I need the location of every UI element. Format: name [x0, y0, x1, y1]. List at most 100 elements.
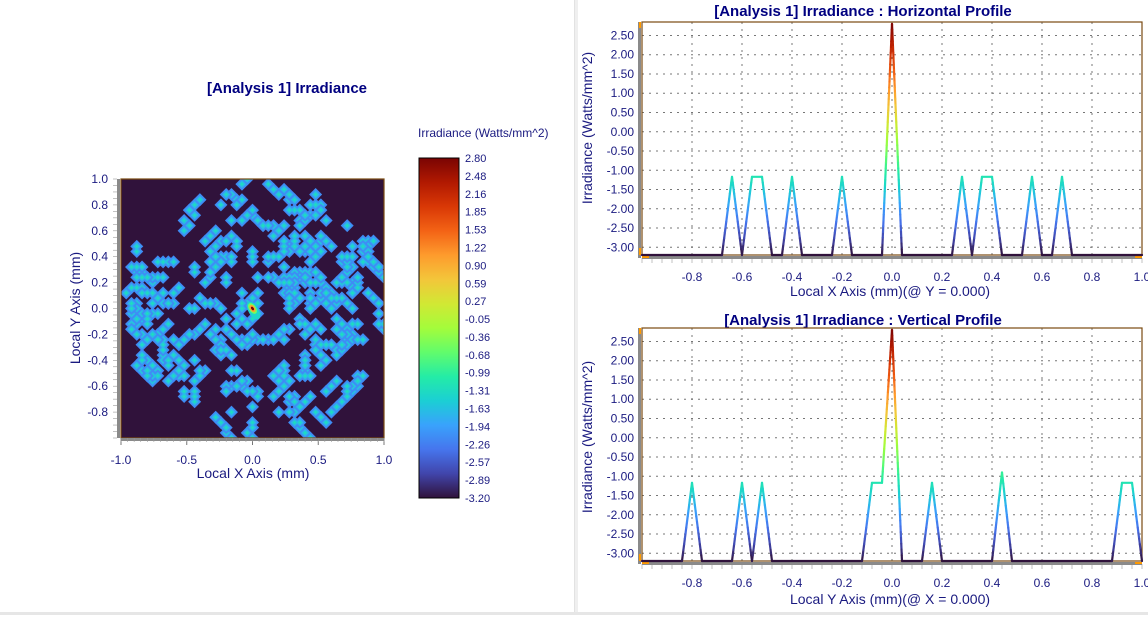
- map-x-axis-label: Local X Axis (mm): [197, 465, 310, 481]
- vertical-profile-y-tick-label: 0.00: [611, 431, 635, 445]
- colorbar: [419, 158, 459, 498]
- colorbar-tick-label: -0.99: [465, 368, 490, 380]
- colorbar-tick-label: -1.63: [465, 404, 490, 416]
- colorbar-tick-label: 0.27: [465, 296, 486, 308]
- horizontal-profile-y-tick-label: 0.00: [611, 125, 635, 139]
- map-y-tick-label: -0.4: [87, 353, 108, 367]
- vertical-profile-x-tick-label: -0.4: [782, 576, 803, 590]
- horizontal-profile-x-label: Local X Axis (mm)(@ Y = 0.000): [790, 283, 990, 299]
- vertical-profile-x-tick-label: -0.2: [832, 576, 853, 590]
- vertical-profile-y-tick-label: -2.50: [607, 527, 635, 541]
- map-y-tick-label: 0.2: [91, 276, 108, 290]
- vertical-profile-y-tick-label: 1.50: [611, 373, 635, 387]
- vertical-profile-y-tick-label: 2.00: [611, 354, 635, 368]
- vertical-profile-y-tick-label: 0.50: [611, 412, 635, 426]
- colorbar-tick-label: -0.36: [465, 332, 490, 344]
- vertical-profile-plot: 2.502.001.501.000.500.00-0.50-1.00-1.50-…: [607, 328, 1148, 590]
- horizontal-profile-y-tick-label: 2.50: [611, 28, 635, 42]
- horizontal-profile-y-tick-label: 2.00: [611, 48, 635, 62]
- vertical-profile-x-tick-label: 0.6: [1034, 576, 1051, 590]
- colorbar-tick-label: 0.90: [465, 260, 486, 272]
- horizontal-profile-y-tick-label: -2.00: [607, 202, 635, 216]
- colorbar-tick-label: 1.53: [465, 225, 486, 237]
- profile-panel: [Analysis 1] Irradiance : Horizontal Pro…: [578, 0, 1148, 613]
- vertical-profile-y-label: Irradiance (Watts/mm^2): [579, 361, 595, 513]
- vertical-profile-x-tick-label: -0.6: [732, 576, 753, 590]
- map-title: [Analysis 1] Irradiance: [207, 80, 367, 97]
- colorbar-tick-label: -1.94: [465, 421, 490, 433]
- colorbar-tick-label: 0.59: [465, 278, 486, 290]
- vertical-profile-y-tick-label: -1.50: [607, 489, 635, 503]
- horizontal-profile-x-tick-label: 0.6: [1034, 270, 1051, 284]
- vertical-profile-x-tick-label: 0.8: [1084, 576, 1101, 590]
- horizontal-profile-y-tick-label: -0.50: [607, 144, 635, 158]
- horizontal-profile-axis-marker: [639, 248, 641, 255]
- map-y-tick-label: -0.8: [87, 405, 108, 419]
- horizontal-profile-y-label: Irradiance (Watts/mm^2): [579, 52, 595, 204]
- horizontal-profile-x-axis-bar: [642, 256, 1142, 259]
- vertical-profile-x-label: Local Y Axis (mm)(@ X = 0.000): [790, 591, 990, 607]
- vertical-profile-x-tick-label: 0.0: [884, 576, 901, 590]
- colorbar-tick-label: 1.85: [465, 207, 486, 219]
- map-x-tick-label: -1.0: [111, 453, 132, 467]
- vertical-profile-title: [Analysis 1] Irradiance : Vertical Profi…: [724, 312, 1002, 329]
- map-y-tick-label: 0.4: [91, 250, 108, 264]
- colorbar-tick-label: 2.48: [465, 171, 486, 183]
- vertical-profile-x-tick-label: -0.8: [682, 576, 703, 590]
- colorbar-tick-label: -2.57: [465, 457, 490, 469]
- vertical-profile-axis-marker: [639, 554, 641, 561]
- horizontal-profile-axis-marker: [639, 22, 641, 28]
- horizontal-profile-plot: 2.50 2.00 1.50 1.00 0.50 0.00 -0.50 -1.00 -1.50 -…: [607, 22, 1148, 284]
- horizontal-profile-y-tick-label: -1.00: [607, 163, 635, 177]
- map-x-tick-label: 1.0: [376, 453, 393, 467]
- vertical-profile-y-axis-bar: [638, 328, 641, 564]
- vertical-profile-axis-marker: [639, 328, 641, 334]
- vertical-profile-x-tick-label: 0.2: [934, 576, 951, 590]
- horizontal-profile-axis-marker: [1135, 256, 1142, 258]
- horizontal-profile-x-tick-label: 0.4: [984, 270, 1001, 284]
- map-y-axis-label: Local Y Axis (mm): [67, 252, 83, 364]
- horizontal-profile-y-tick-label: -1.50: [607, 183, 635, 197]
- colorbar-tick-label: 2.16: [465, 189, 486, 201]
- horizontal-profile-y-tick-label: 0.50: [611, 106, 635, 120]
- horizontal-profile-y-tick-label: 1.00: [611, 86, 635, 100]
- horizontal-profile-y-tick-label: -3.00: [607, 240, 635, 254]
- vertical-profile-x-tick-label: 1.0: [1134, 576, 1148, 590]
- horizontal-profile-x-tick-label: -0.6: [732, 270, 753, 284]
- map-y-tick-label: -0.6: [87, 379, 108, 393]
- map-y-axis-bar: [117, 179, 120, 438]
- colorbar-ticks: 2.802.482.161.851.531.220.900.590.27-0.0…: [465, 153, 490, 505]
- colorbar-tick-label: -2.89: [465, 475, 490, 487]
- colorbar-tick-label: 1.22: [465, 242, 486, 254]
- vertical-profile-y-tick-label: 2.50: [611, 334, 635, 348]
- vertical-profile-y-tick-label: -1.00: [607, 469, 635, 483]
- vertical-profile-chart: [Analysis 1] Irradiance : Vertical Profi…: [578, 306, 1148, 613]
- colorbar-tick-label: -3.20: [465, 493, 490, 505]
- vertical-profile-x-axis-bar: [642, 562, 1142, 565]
- vertical-profile-axis-marker: [1135, 562, 1142, 564]
- horizontal-profile-x-tick-label: 0.0: [884, 270, 901, 284]
- vertical-profile-y-tick-label: -2.00: [607, 508, 635, 522]
- horizontal-profile-x-tick-label: -0.8: [682, 270, 703, 284]
- vertical-profile-axis-marker: [642, 562, 649, 564]
- vertical-profile-x-tick-label: 0.4: [984, 576, 1001, 590]
- vertical-profile-y-tick-label: -0.50: [607, 450, 635, 464]
- horizontal-profile-x-tick-label: 0.2: [934, 270, 951, 284]
- map-y-tick-label: -0.2: [87, 327, 108, 341]
- horizontal-profile-y-tick-label: -2.50: [607, 221, 635, 235]
- colorbar-tick-label: -1.31: [465, 386, 490, 398]
- horizontal-profile-y-tick-label: 1.50: [611, 67, 635, 81]
- map-x-tick-label: -0.5: [176, 453, 197, 467]
- horizontal-profile-y-axis-bar: [638, 22, 641, 258]
- horizontal-profile-title: [Analysis 1] Irradiance : Horizontal Pro…: [714, 3, 1012, 20]
- horizontal-profile-x-tick-label: -0.2: [832, 270, 853, 284]
- map-x-tick-label: 0.5: [310, 453, 327, 467]
- colorbar-tick-label: -0.05: [465, 314, 490, 326]
- vertical-profile-y-tick-label: -3.00: [607, 546, 635, 560]
- map-y-tick-label: 1.0: [91, 172, 108, 186]
- horizontal-profile-x-tick-label: 0.8: [1084, 270, 1101, 284]
- vertical-profile-frame: [642, 328, 1142, 561]
- map-y-tick-label: 0.8: [91, 198, 108, 212]
